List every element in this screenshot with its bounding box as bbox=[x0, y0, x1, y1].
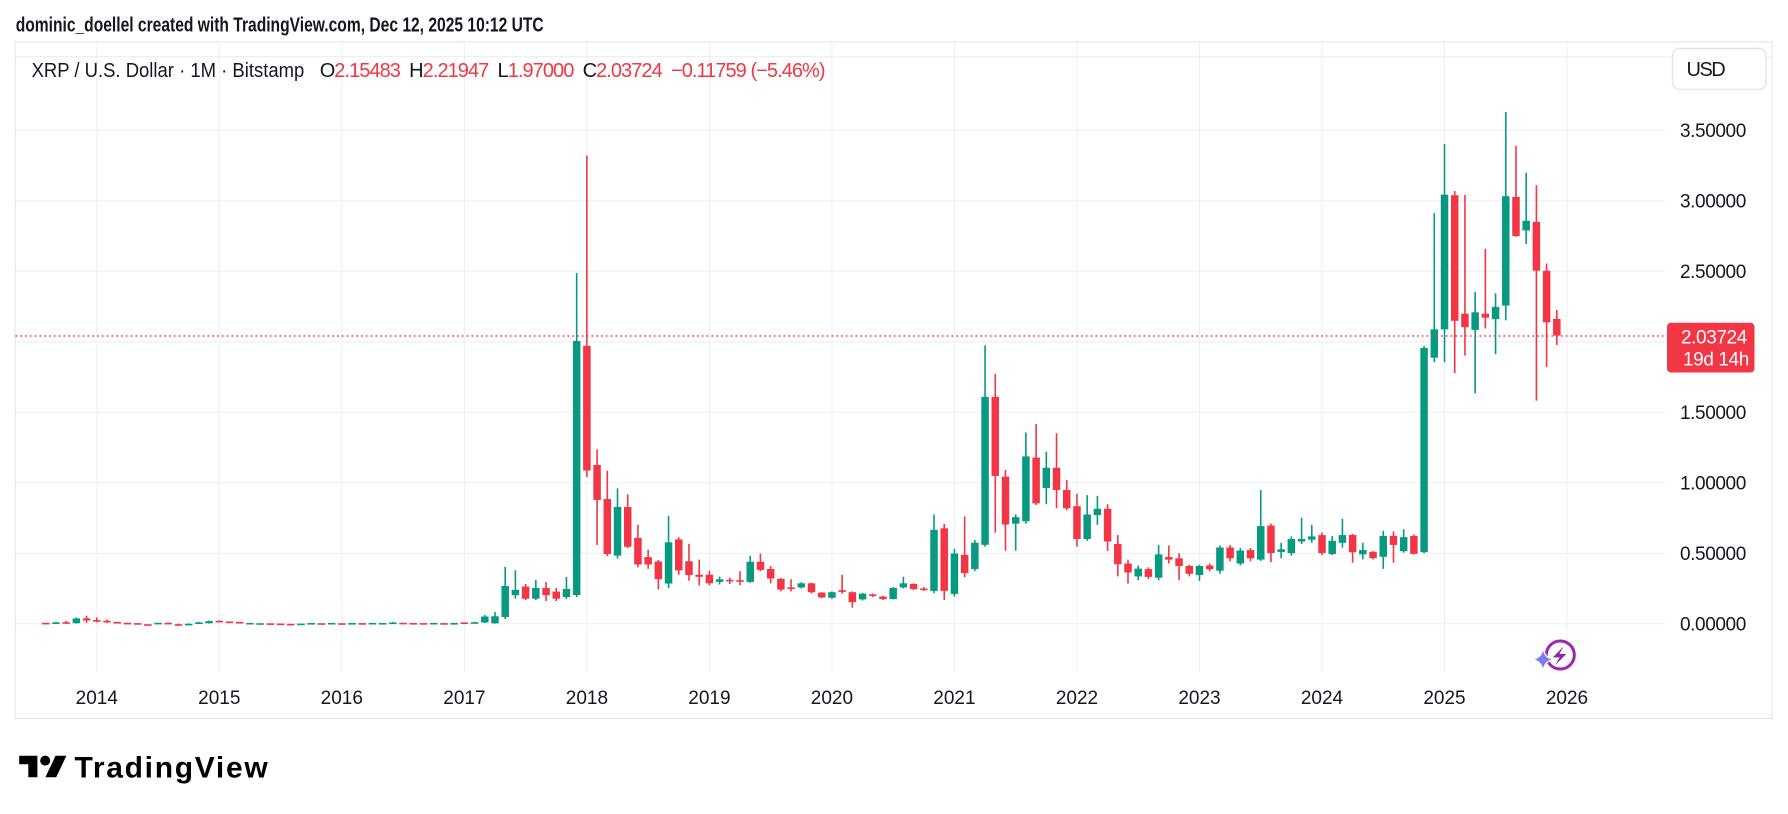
svg-text:3.00000: 3.00000 bbox=[1680, 192, 1746, 213]
svg-text:2025: 2025 bbox=[1423, 688, 1465, 709]
svg-text:0.50000: 0.50000 bbox=[1680, 544, 1746, 565]
svg-text:2018: 2018 bbox=[566, 688, 608, 709]
svg-text:dominic_doellel created with T: dominic_doellel created with TradingView… bbox=[16, 15, 544, 37]
svg-text:2024: 2024 bbox=[1301, 688, 1344, 709]
svg-text:2021: 2021 bbox=[933, 688, 975, 709]
svg-text:1.50000: 1.50000 bbox=[1680, 403, 1746, 424]
svg-text:2020: 2020 bbox=[811, 688, 853, 709]
svg-text:2014: 2014 bbox=[76, 688, 119, 709]
svg-text:2.03724: 2.03724 bbox=[1681, 327, 1748, 348]
svg-text:2022: 2022 bbox=[1056, 688, 1098, 709]
svg-text:2.50000: 2.50000 bbox=[1680, 262, 1746, 283]
svg-text:TradingView: TradingView bbox=[75, 751, 270, 784]
svg-text:O2.15483 H2.21947 L1.97000: O2.15483 H2.21947 L1.97000 C2.03724 −0.1… bbox=[320, 60, 825, 82]
svg-text:2015: 2015 bbox=[198, 688, 240, 709]
svg-text:2017: 2017 bbox=[443, 688, 485, 709]
svg-text:2023: 2023 bbox=[1178, 688, 1220, 709]
svg-text:3.50000: 3.50000 bbox=[1680, 121, 1746, 142]
svg-text:USD: USD bbox=[1687, 59, 1726, 81]
svg-text:0.00000: 0.00000 bbox=[1680, 615, 1746, 636]
svg-text:1.00000: 1.00000 bbox=[1680, 474, 1746, 495]
svg-text:19d 14h: 19d 14h bbox=[1683, 350, 1749, 371]
svg-text:2019: 2019 bbox=[688, 688, 730, 709]
svg-text:2016: 2016 bbox=[321, 688, 363, 709]
svg-text:2026: 2026 bbox=[1546, 688, 1588, 709]
svg-text:XRP / U.S. Dollar · 1M · Bitst: XRP / U.S. Dollar · 1M · Bitstamp bbox=[32, 60, 305, 82]
